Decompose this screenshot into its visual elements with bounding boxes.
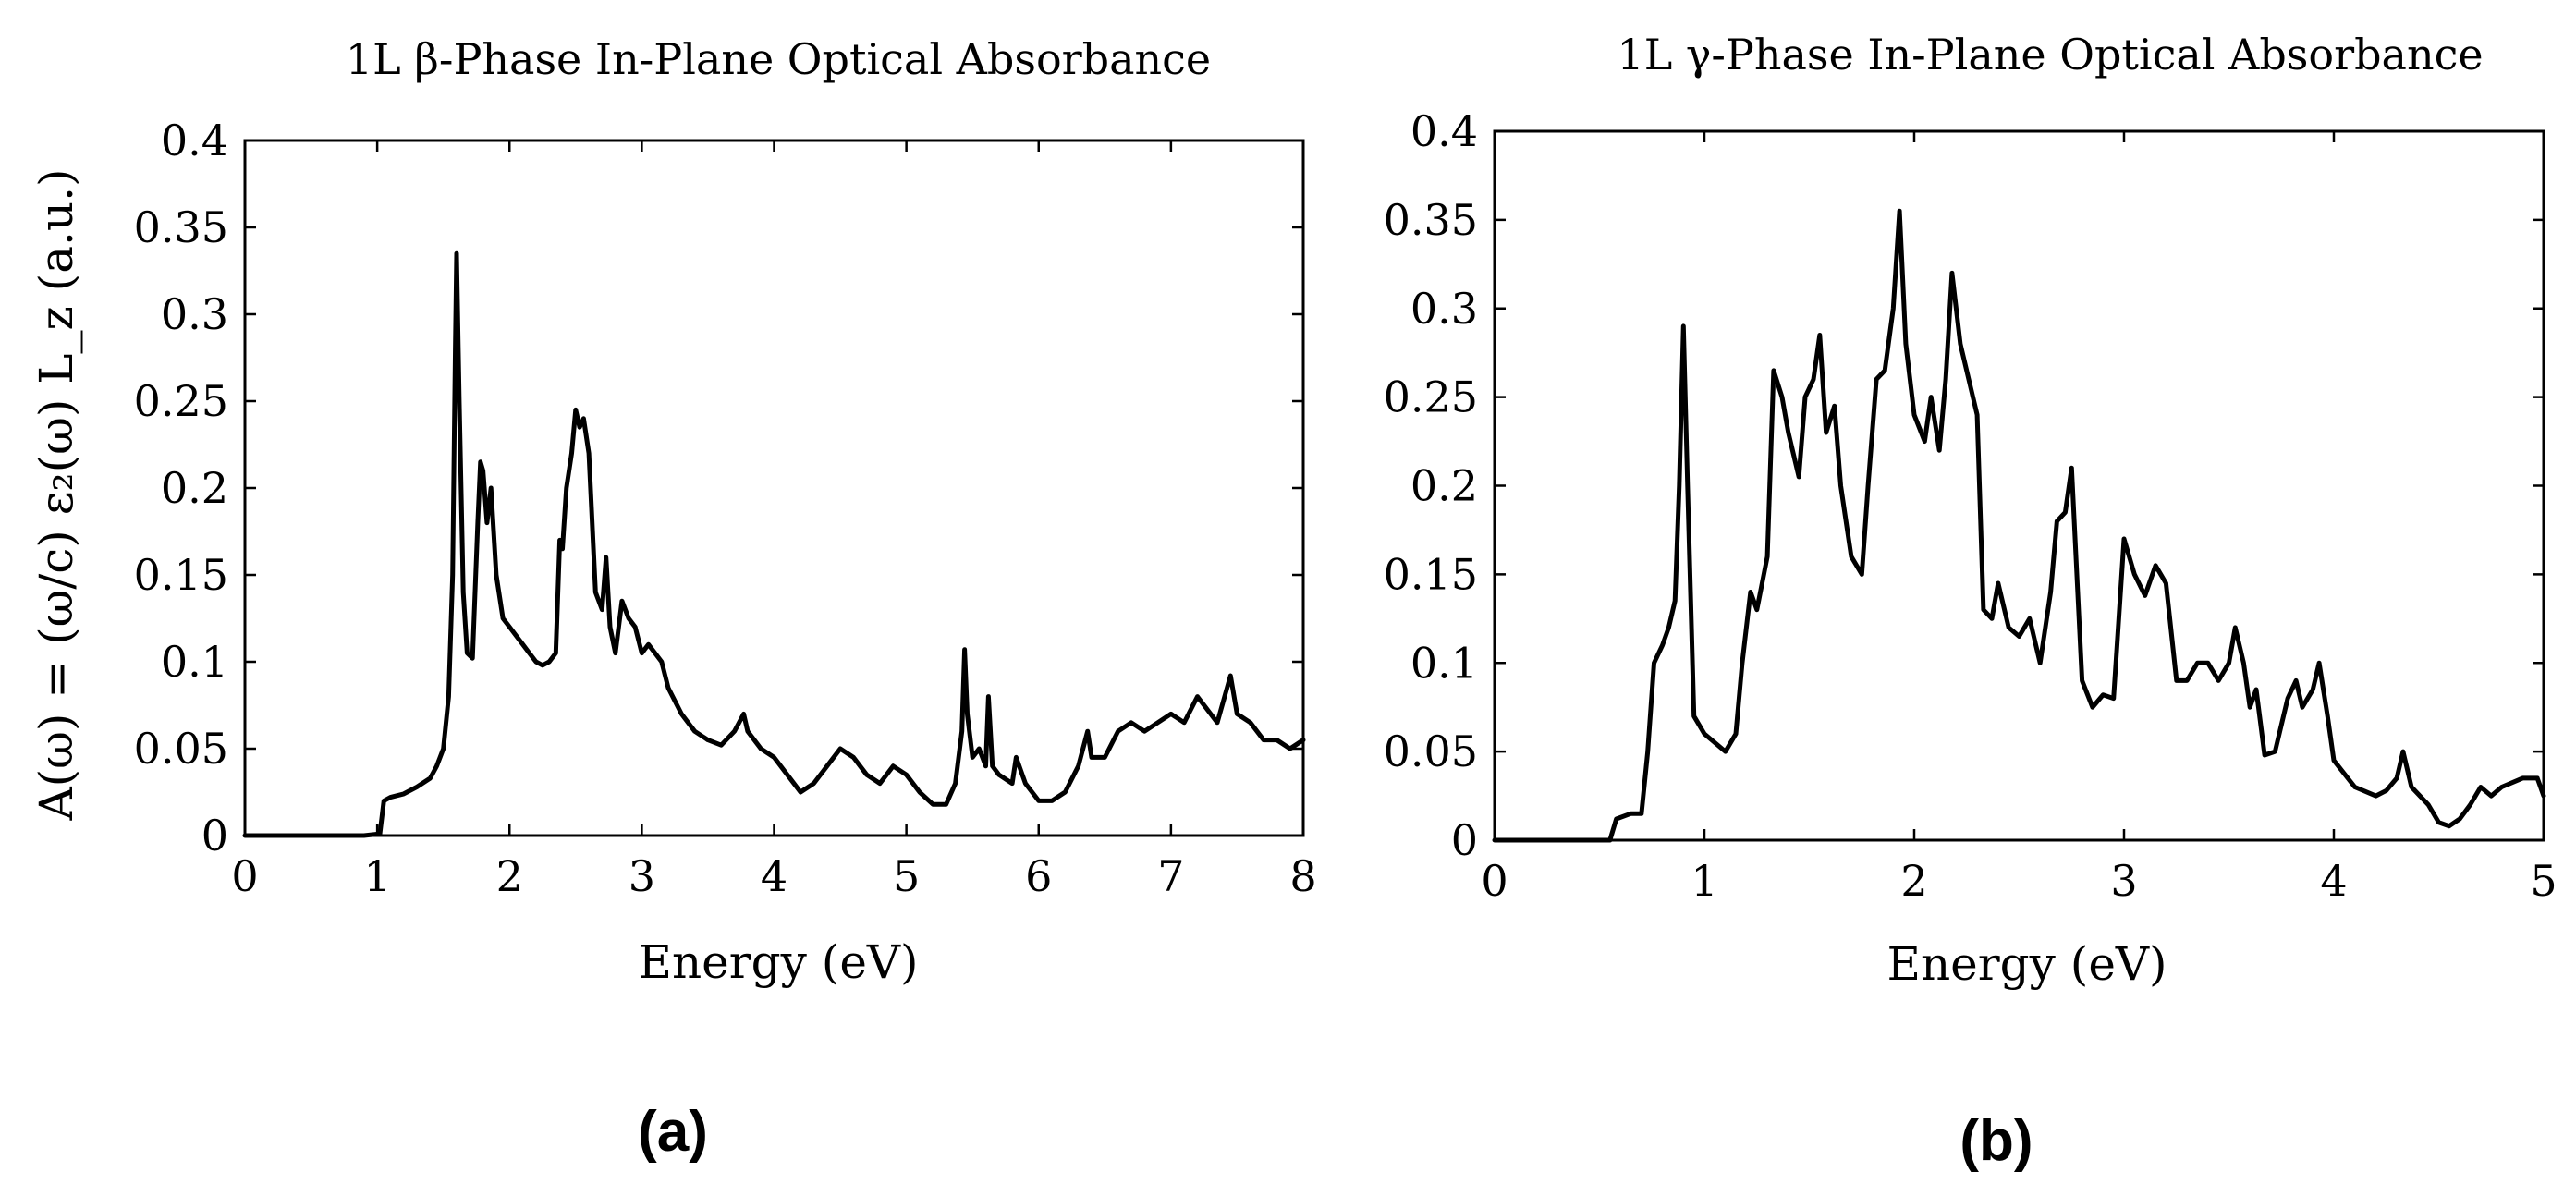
x-tick-label: 6 — [1025, 851, 1052, 901]
y-tick-label: 0.15 — [1384, 549, 1478, 599]
y-tick-label: 0.2 — [161, 463, 228, 513]
x-tick-label: 4 — [2320, 856, 2347, 906]
x-tick-label: 1 — [1691, 856, 1717, 906]
y-tick-label: 0.15 — [134, 550, 228, 600]
panel-b-title: 1L γ-Phase In-Plane Optical Absorbance — [1617, 30, 2483, 79]
x-tick-label: 4 — [761, 851, 787, 901]
panel-a-ticks: 0 1 2 3 4 5 6 7 8 0 0.05 0.1 0.15 0.2 0.25 0.3 0.35 0.4 — [134, 116, 1317, 901]
x-tick-label: 3 — [629, 851, 655, 901]
x-tick-label: 0 — [231, 851, 258, 901]
y-tick-label: 0 — [1451, 815, 1478, 865]
x-tick-label: 0 — [1481, 856, 1508, 906]
y-tick-label: 0.3 — [1410, 284, 1478, 334]
y-tick-label: 0.25 — [1384, 372, 1478, 422]
y-tick-label: 0.1 — [1410, 638, 1478, 688]
x-tick-label: 8 — [1289, 851, 1316, 901]
y-tick-label: 0.4 — [161, 116, 228, 165]
panel-b-xlabel: Energy (eV) — [1886, 937, 2167, 991]
panel-a-caption: (a) — [638, 1100, 708, 1164]
panel-a-frame — [243, 139, 1305, 837]
panel-b-frame — [1493, 129, 2545, 842]
panel-b-caption: (b) — [1959, 1109, 2033, 1173]
y-tick-label: 0.1 — [161, 637, 228, 687]
panel-a-ylabel-wrap: A(ω) = (ω/c) ε₂(ω) L_z (a.u.) — [30, 169, 83, 822]
panel-a-title: 1L β-Phase In-Plane Optical Absorbance — [346, 34, 1211, 84]
y-tick-label: 0.4 — [1410, 106, 1478, 156]
y-tick-label: 0.05 — [1384, 726, 1478, 776]
x-tick-label: 5 — [2530, 856, 2557, 906]
x-tick-label: 1 — [363, 851, 390, 901]
panel-a-data-line — [242, 250, 1306, 838]
y-tick-label: 0 — [201, 811, 228, 861]
panel-b-ticks: 0 1 2 3 4 5 0 0.05 0.1 0.15 0.2 0.25 0.3 0.35 0.4 — [1384, 106, 2558, 906]
y-tick-label: 0.35 — [1384, 195, 1478, 245]
panel-b: 1L γ-Phase In-Plane Optical Absorbance E… — [1384, 30, 2558, 1173]
panel-a-xlabel: Energy (eV) — [638, 935, 918, 989]
y-tick-label: 0.35 — [134, 202, 228, 252]
y-tick-label: 0.25 — [134, 376, 228, 426]
panel-a-ylabel: A(ω) = (ω/c) ε₂(ω) L_z (a.u.) — [30, 169, 83, 822]
x-tick-label: 2 — [496, 851, 523, 901]
panel-b-data-line — [1492, 208, 2546, 843]
x-tick-label: 7 — [1157, 851, 1184, 901]
y-tick-label: 0.2 — [1410, 461, 1478, 511]
x-tick-label: 2 — [1900, 856, 1927, 906]
x-tick-label: 3 — [2110, 856, 2137, 906]
y-tick-label: 0.3 — [161, 289, 228, 339]
y-tick-label: 0.05 — [134, 724, 228, 774]
x-tick-label: 5 — [893, 851, 920, 901]
panel-a: 1L β-Phase In-Plane Optical Absorbance A… — [30, 34, 1317, 1164]
